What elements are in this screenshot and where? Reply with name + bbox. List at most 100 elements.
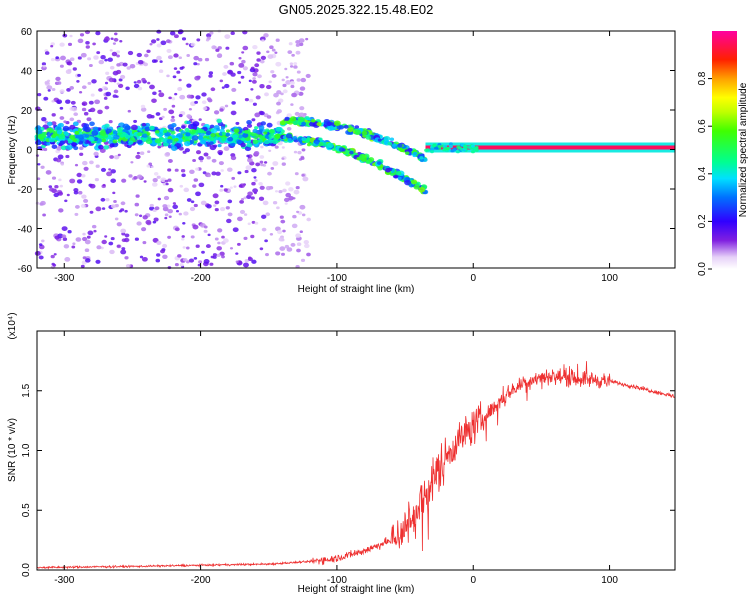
spectrogram-band-point: [98, 144, 104, 150]
spectrogram-carrier-point: [430, 150, 434, 154]
spectrogram-noise-point: [76, 179, 83, 184]
spectrogram-noise-point: [281, 162, 286, 166]
spectrogram-noise-point: [89, 160, 94, 165]
spectrogram-noise-point: [63, 244, 70, 249]
spectrogram-noise-point: [241, 51, 245, 54]
spectrogram-noise-point: [282, 83, 287, 88]
spectrogram-noise-point: [109, 49, 113, 52]
spectrogram-band-point: [84, 126, 91, 133]
spectrogram-noise-point: [80, 264, 85, 268]
spectrogram-noise-point: [90, 93, 95, 97]
spectrogram-band-point: [209, 144, 217, 151]
spectrogram-noise-point: [265, 212, 271, 217]
spectrogram-trace-point: [344, 149, 350, 155]
spectrogram-band-point: [136, 136, 142, 140]
spectrogram-trace-point: [318, 141, 324, 147]
spectrogram-noise-point: [93, 229, 97, 233]
spectrogram-noise-point: [240, 75, 245, 79]
spectrogram-noise-point: [295, 233, 301, 238]
spectrogram-noise-point: [239, 209, 246, 214]
spectrogram-noise-point: [155, 112, 161, 116]
spectrogram-noise-point: [301, 148, 306, 152]
spectrogram-carrier-point: [432, 144, 437, 148]
spectrogram-noise-point: [62, 237, 68, 241]
spectrogram-noise-point: [38, 255, 44, 260]
spectrogram-noise-point: [168, 96, 172, 100]
spectrogram-noise-point: [251, 259, 257, 264]
spectrogram-band-point: [258, 125, 265, 130]
spectrogram-noise-point: [107, 57, 113, 62]
spectrogram-noise-point: [116, 63, 121, 67]
spectrogram-noise-point: [205, 244, 211, 249]
spectrogram-noise-point: [230, 72, 236, 77]
spectrogram-noise-point: [160, 40, 167, 46]
spectrogram-noise-point: [263, 33, 269, 38]
spectrogram-noise-point: [79, 146, 84, 151]
spectrogram-carrier-point: [448, 145, 453, 149]
spectrogram-noise-point: [51, 99, 55, 103]
spectrogram-noise-point: [235, 252, 239, 255]
spectrogram-noise-point: [67, 42, 73, 47]
spectrogram-noise-point: [250, 66, 255, 70]
spectrogram-noise-point: [57, 154, 64, 160]
spectrogram-noise-point: [89, 210, 94, 214]
spectrogram-noise-point: [50, 42, 55, 46]
spectrogram-noise-point: [301, 213, 306, 217]
spectrogram-noise-point: [85, 45, 90, 49]
spectrogram-noise-point: [74, 212, 79, 216]
spectrogram-x-tick-label: -300: [54, 273, 74, 284]
spectrogram-noise-point: [143, 180, 147, 183]
spectrogram-trace-point: [341, 148, 346, 152]
spectrogram-noise-point: [278, 189, 283, 194]
spectrogram-noise-point: [119, 74, 126, 80]
spectrogram-noise-point: [108, 168, 112, 171]
spectrogram-noise-point: [111, 51, 118, 57]
spectrogram-band-point: [198, 131, 205, 137]
spectrogram-noise-point: [56, 146, 62, 151]
spectrogram-noise-point: [218, 151, 223, 156]
spectrogram-noise-point: [71, 245, 76, 249]
spectrogram-noise-point: [219, 108, 224, 112]
spectrogram-noise-point: [114, 32, 118, 36]
spectrogram-noise-point: [285, 76, 289, 79]
spectrogram-band-point: [230, 142, 236, 147]
spectrogram-noise-point: [58, 178, 62, 182]
spectrogram-band-point: [246, 123, 253, 128]
spectrogram-noise-point: [238, 184, 243, 188]
spectrogram-noise-point: [81, 101, 88, 106]
spectrogram-noise-point: [256, 58, 261, 62]
spectrogram-noise-point: [195, 95, 201, 100]
spectrogram-noise-point: [159, 60, 163, 63]
spectrogram-noise-point: [88, 63, 93, 68]
spectrogram-noise-point: [243, 262, 249, 268]
spectrogram-noise-point: [96, 51, 101, 55]
spectrogram-band-point: [65, 144, 73, 151]
spectrogram-noise-point: [61, 226, 68, 231]
spectrogram-noise-point: [82, 160, 88, 166]
spectrogram-band-point: [51, 144, 58, 149]
spectrogram-band-point: [62, 125, 70, 132]
snr-x-tick-label: -100: [327, 575, 347, 586]
spectrogram-noise-point: [177, 29, 184, 34]
spectrogram-noise-point: [95, 31, 101, 36]
spectrogram-noise-point: [207, 233, 211, 237]
spectrogram-noise-point: [283, 197, 290, 203]
spectrogram-noise-point: [194, 100, 199, 104]
spectrogram-noise-point: [164, 213, 169, 217]
spectrogram-noise-point: [38, 243, 43, 247]
colorbar-gradient: [712, 31, 737, 269]
spectrogram-noise-point: [268, 80, 272, 84]
spectrogram-trace-point: [349, 150, 354, 155]
spectrogram-noise-point: [252, 77, 256, 80]
spectrogram-noise-point: [55, 56, 59, 60]
spectrogram-noise-point: [167, 168, 172, 172]
spectrogram-trace-point: [301, 121, 307, 126]
spectrogram-noise-point: [83, 111, 89, 116]
spectrogram-noise-point: [230, 110, 237, 116]
snr-x-tick-label: 0: [470, 575, 476, 586]
spectrogram-noise-point: [152, 91, 157, 96]
spectrogram-noise-point: [230, 155, 237, 161]
spectrogram-noise-point: [147, 150, 151, 153]
spectrogram-noise-point: [167, 235, 172, 239]
spectrogram-trace-point: [395, 171, 402, 176]
